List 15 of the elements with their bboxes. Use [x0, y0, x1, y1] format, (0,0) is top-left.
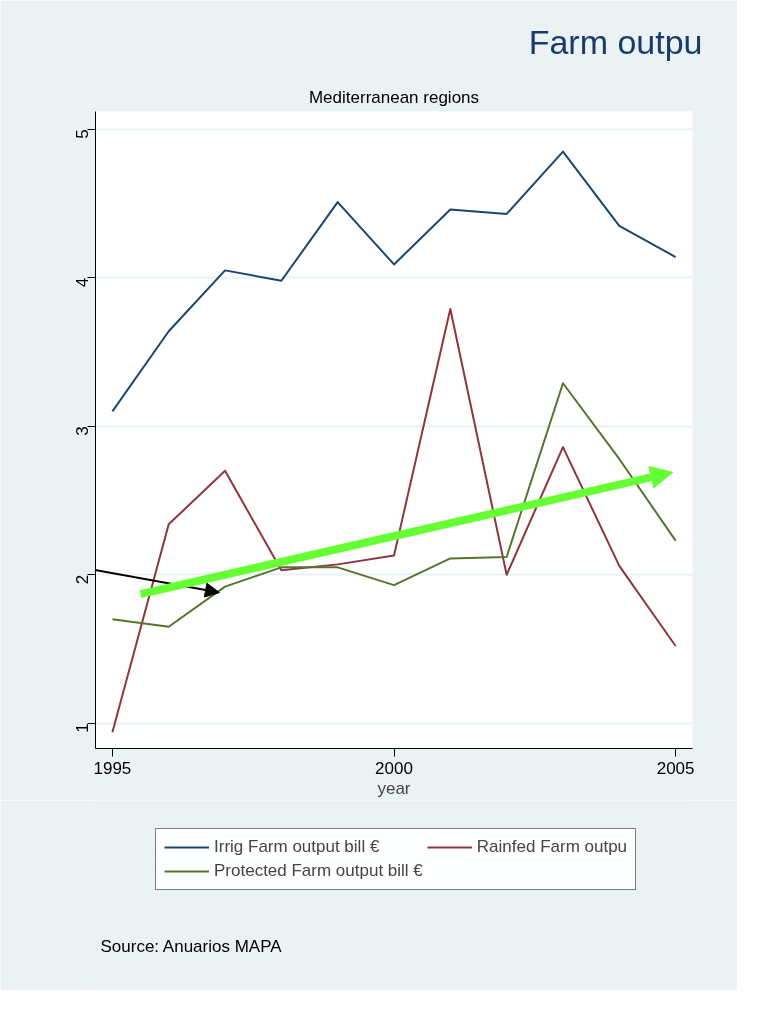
y-tick-label: 4 — [73, 277, 93, 288]
legend-label: Irrig Farm output bill € — [214, 837, 380, 857]
x-axis-title: year — [377, 778, 411, 798]
x-tick-label: 2000 — [375, 758, 413, 778]
legend-label: Protected Farm output bill € — [214, 861, 423, 881]
y-tick-label: 5 — [73, 129, 93, 139]
source-note: Source: Anuarios MAPA — [100, 936, 283, 956]
legend-label: Rainfed Farm outpu — [476, 837, 628, 857]
y-tick-label: 2 — [73, 574, 93, 585]
y-tick-label: 1 — [73, 723, 93, 733]
y-tick-label: 3 — [73, 426, 93, 436]
chart-subtitle: Mediterranean regions — [308, 87, 480, 107]
chart-title: Farm outpu — [528, 22, 703, 61]
x-tick-label: 2005 — [656, 758, 695, 778]
x-tick-label: 1995 — [93, 758, 132, 778]
